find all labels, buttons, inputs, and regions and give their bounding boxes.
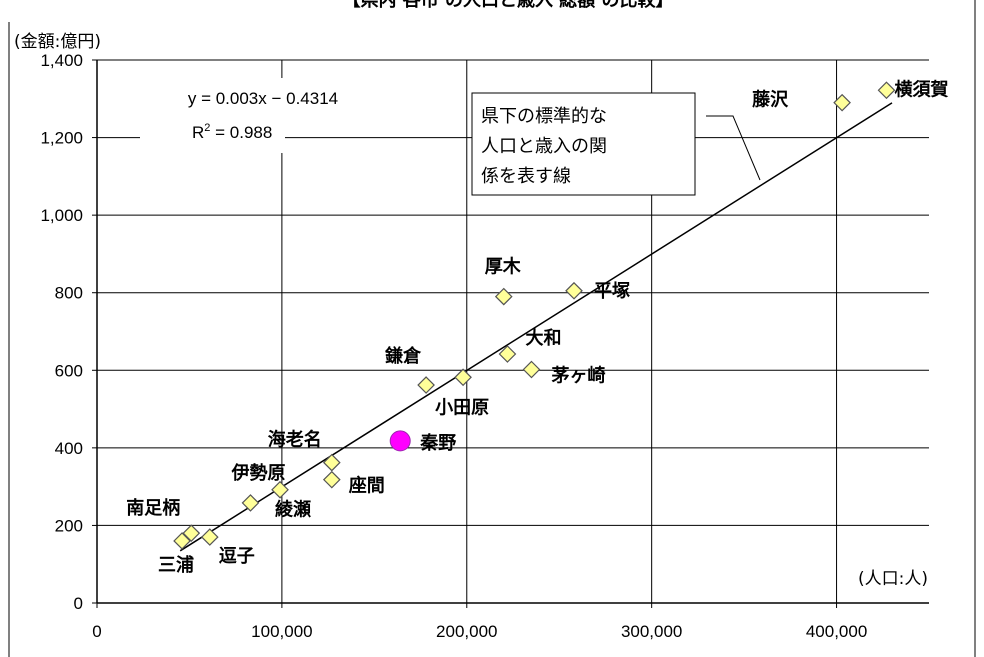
point-label: 海老名 [268, 429, 322, 451]
point-label: 逗子 [219, 546, 255, 567]
y-tick-label: 1,400 [40, 51, 83, 70]
data-point [417, 376, 435, 394]
data-point [173, 532, 191, 550]
data-point [522, 360, 541, 379]
r2-value: = 0.988 [210, 123, 272, 142]
data-point-highlight [389, 430, 411, 452]
point-label: 茅ヶ崎 [551, 365, 605, 387]
y-tick-label: 200 [55, 516, 83, 535]
data-point [182, 524, 201, 543]
callout-line-1: 県下の標準的な [481, 106, 607, 127]
point-label: 鎌倉 [384, 345, 422, 367]
callout-line-2: 人口と歳入の関 [481, 136, 607, 157]
point-label: 小田原 [435, 397, 489, 418]
y-tick-label: 400 [55, 439, 83, 458]
r2-superscript: 2 [204, 122, 210, 134]
point-label: 伊勢原 [230, 462, 285, 484]
point-label: 藤沢 [752, 89, 789, 111]
trendline [179, 102, 893, 552]
r2-text: R2 = 0.988 [192, 122, 272, 142]
y-unit-label: (金額:億円) [14, 32, 101, 52]
data-point [241, 494, 260, 512]
point-label: 三浦 [158, 554, 194, 576]
point-label: 平塚 [594, 281, 630, 302]
x-tick-label: 200,000 [436, 622, 497, 641]
data-point [200, 528, 219, 546]
point-label: 横須賀 [894, 78, 948, 100]
y-tick-label: 600 [55, 361, 83, 380]
x-tick-label: 0 [92, 622, 101, 641]
point-label: 座間 [349, 475, 385, 497]
chart-title: 【県内 各市 の人口と歳入 総額 の比較】 [342, 0, 673, 11]
tick-labels: 0 200 400 600 800 1,000 1,200 1,400 0 100,000 200,… [40, 51, 867, 641]
y-tick-label: 800 [55, 284, 83, 303]
data-point [877, 81, 896, 100]
point-label: 大和 [525, 327, 561, 349]
x-tick-label: 100,000 [251, 622, 312, 641]
data-point [271, 480, 289, 499]
x-tick-label: 300,000 [621, 622, 682, 641]
point-label: 綾瀬 [275, 499, 311, 521]
data-point [322, 470, 341, 489]
data-point [565, 281, 583, 300]
data-points [173, 81, 896, 550]
equation-box [140, 78, 285, 153]
data-point [322, 453, 341, 472]
r2-prefix: R [192, 123, 204, 142]
callout-line-3: 係を表す線 [481, 166, 571, 187]
data-point [454, 368, 472, 387]
callout-leader [706, 115, 761, 181]
point-label: 南足柄 [126, 497, 180, 519]
data-point [498, 345, 517, 363]
point-label: 秦野 [419, 432, 456, 454]
data-point [833, 93, 851, 112]
axes [92, 59, 929, 608]
y-tick-label: 1,200 [40, 129, 83, 148]
y-tick-label: 0 [74, 594, 83, 613]
data-point [494, 287, 513, 306]
callout-box [471, 92, 696, 196]
point-label: 厚木 [485, 256, 522, 278]
y-tick-label: 1,000 [40, 206, 83, 225]
equation-text: y = 0.003x − 0.4314 [188, 89, 338, 108]
x-unit-label: (人口:人) [858, 569, 928, 589]
x-tick-label: 400,000 [806, 622, 867, 641]
